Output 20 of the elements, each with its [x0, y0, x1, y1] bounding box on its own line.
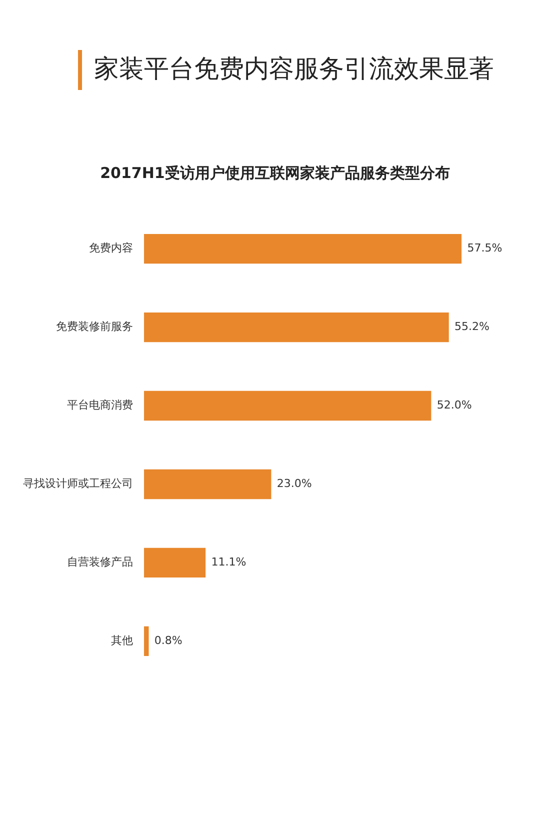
data-label: 52.0%: [436, 398, 472, 412]
data-label: 0.8%: [154, 634, 182, 648]
bar: [144, 626, 149, 656]
data-label: 11.1%: [211, 556, 246, 569]
y-tick-label: 其他: [111, 634, 133, 648]
chart-subtitle: 2017H1受访用户使用互联网家装产品服务类型分布: [99, 164, 451, 183]
bar: [144, 548, 206, 578]
y-tick-label: 免费装修前服务: [56, 320, 133, 334]
data-label: 23.0%: [276, 477, 312, 490]
bar: [144, 234, 462, 264]
data-label: 55.2%: [454, 320, 490, 334]
bar: [144, 469, 272, 500]
bar: [144, 390, 432, 421]
data-label: 57.5%: [467, 242, 502, 255]
y-tick-label: 平台电商消费: [67, 398, 133, 412]
y-tick-label: 免费内容: [89, 242, 133, 255]
y-tick-label: 寻找设计师或工程公司: [23, 477, 133, 490]
y-tick-label: 自营装修产品: [67, 556, 133, 569]
chart-title: 家装平台免费内容服务引流效果显著: [94, 53, 494, 85]
bar: [144, 312, 449, 342]
